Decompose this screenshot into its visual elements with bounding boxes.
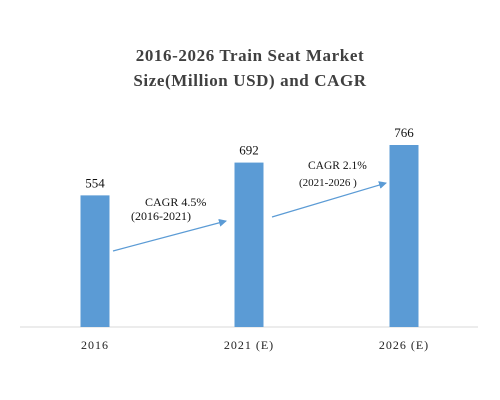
data-label-2: 766	[394, 125, 414, 140]
x-tick-label-1: 2021 (E)	[224, 338, 274, 352]
x-tick-label-0: 2016	[81, 338, 109, 352]
data-label-0: 554	[85, 175, 105, 190]
cagr-arrow-0	[112, 218, 227, 252]
bar-1	[234, 162, 264, 327]
cagr-arrow-1	[271, 181, 387, 218]
cagr-period-1: (2021-2026 )	[299, 177, 357, 189]
x-tick-label-2: 2026 (E)	[379, 338, 429, 352]
bar-2	[389, 145, 419, 327]
cagr-label-0: CAGR 4.5%	[145, 195, 206, 209]
cagr-period-0: (2016-2021)	[131, 209, 191, 223]
chart-title-line2: Size(Million USD) and CAGR	[133, 71, 367, 90]
data-label-1: 692	[239, 143, 259, 158]
cagr-label-1: CAGR 2.1%	[308, 160, 367, 172]
chart-title-line1: 2016-2026 Train Seat Market	[135, 46, 365, 65]
bar-0	[80, 195, 110, 327]
